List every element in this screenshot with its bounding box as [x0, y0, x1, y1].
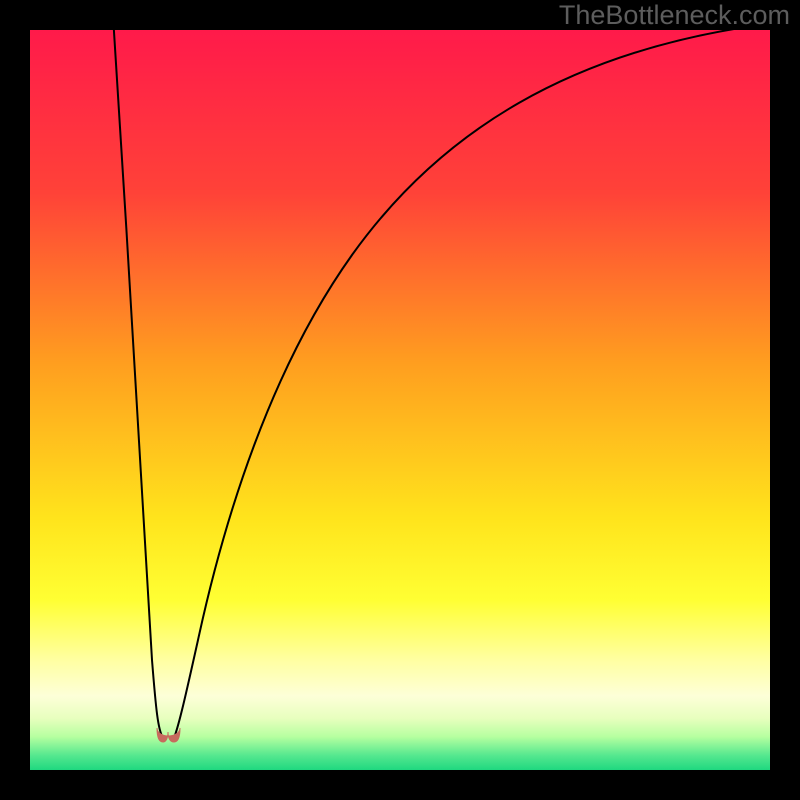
watermark-text: TheBottleneck.com	[559, 0, 790, 31]
chart-container: TheBottleneck.com	[0, 0, 800, 800]
plot-background	[30, 30, 770, 770]
bottleneck-plot	[0, 0, 800, 800]
